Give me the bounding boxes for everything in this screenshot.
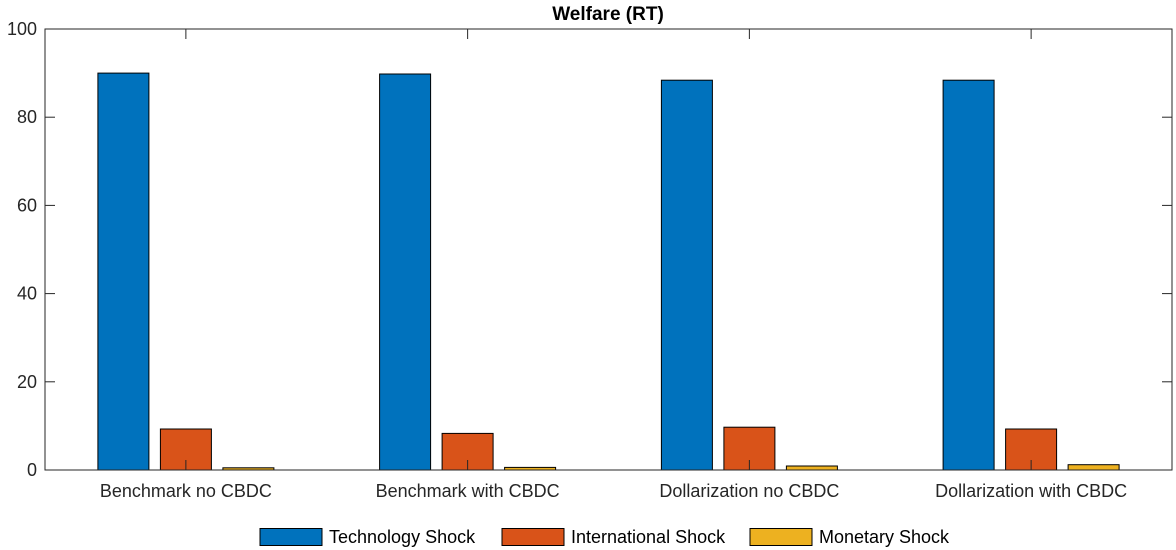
x-tick-label: Benchmark with CBDC (376, 481, 560, 501)
bar-technology-shock-0 (97, 72, 150, 471)
bar-technology-shock-3 (942, 79, 995, 471)
legend-swatch (501, 528, 565, 546)
bar-monetary-shock-3 (1067, 464, 1120, 471)
plot-frame (44, 28, 1173, 471)
axes-group: 0 20 40 60 80 100 Benchmark no CBDC Benchmark w… (7, 19, 1172, 501)
plot-area (45, 29, 1172, 470)
y-tick-label: 20 (17, 372, 37, 392)
x-tick-label: Benchmark no CBDC (100, 481, 272, 501)
y-tick-label: 100 (7, 19, 37, 39)
legend-label: Technology Shock (329, 527, 476, 547)
chart-title: Welfare (RT) (552, 4, 664, 25)
x-tick-label: Dollarization with CBDC (935, 481, 1127, 501)
legend-label: Monetary Shock (819, 527, 950, 547)
legend-swatch (749, 528, 813, 546)
bar-technology-shock-1 (379, 73, 432, 471)
legend-swatch (259, 528, 323, 546)
legend: Technology Shock International Shock Monet… (259, 527, 950, 547)
y-tick-label: 40 (17, 284, 37, 304)
bar-monetary-shock-2 (785, 465, 838, 471)
y-tick-label: 80 (17, 107, 37, 127)
x-tick-label: Dollarization no CBDC (659, 481, 839, 501)
y-tick-label: 60 (17, 195, 37, 215)
bars-group (97, 72, 1120, 471)
bar-technology-shock-2 (660, 79, 713, 471)
legend-label: International Shock (571, 527, 726, 547)
y-tick-label: 0 (27, 460, 37, 480)
